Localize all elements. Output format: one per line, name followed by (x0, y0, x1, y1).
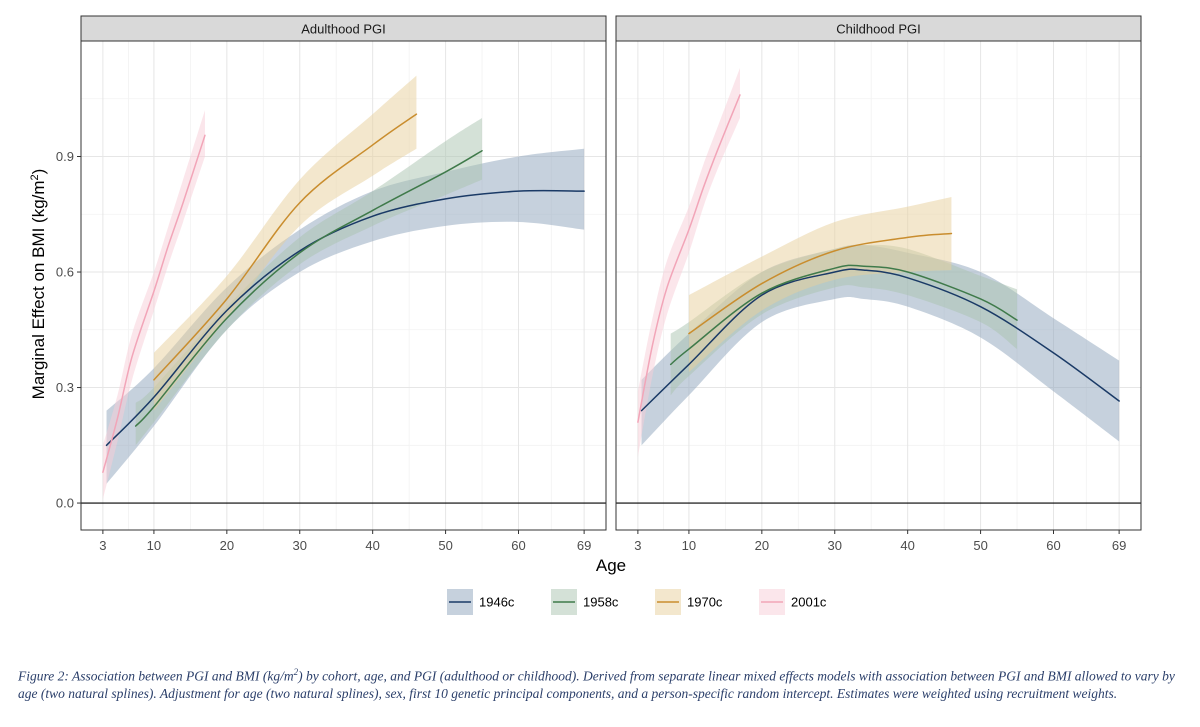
y-tick-label: 0.0 (56, 496, 74, 511)
x-tick-label: 3 (634, 538, 641, 553)
legend-label: 1946c (479, 595, 515, 610)
series-line-1970c (153, 113, 418, 381)
x-tick-label: 60 (511, 538, 525, 553)
series-line-2001c (102, 134, 206, 473)
x-tick-label: 60 (1046, 538, 1060, 553)
series-line-1958c (134, 149, 483, 427)
y-axis-title-group: Marginal Effect on BMI (kg/m2) (29, 169, 48, 400)
panel-border (615, 40, 1142, 531)
legend-label: 1958c (583, 595, 619, 610)
x-tick-label: 69 (1112, 538, 1126, 553)
figure: Adulthood PGI 3 10 20 30 40 50 60 69 0.0 0.3 0.6 0.9… (29, 15, 1142, 615)
series-line-1946c (640, 268, 1120, 412)
legend: 1946c 1958c 1970c 2001c (447, 589, 827, 615)
x-tick-label: 30 (828, 538, 842, 553)
caption-text-b: ) by cohort, age, and PGI (adulthood or … (18, 668, 1175, 701)
x-tick-label: 69 (577, 538, 591, 553)
ribbon-2001c (102, 110, 205, 500)
x-tick-label: 40 (365, 538, 379, 553)
x-tick-label: 30 (293, 538, 307, 553)
x-tick-label: 10 (147, 538, 161, 553)
ribbon-2001c (637, 67, 740, 457)
x-tick-label: 50 (973, 538, 987, 553)
legend-label: 1970c (687, 595, 723, 610)
panel-title: Childhood PGI (836, 22, 921, 37)
x-axis-title-group: Age (596, 556, 626, 575)
panel-title: Adulthood PGI (301, 22, 386, 37)
y-tick-label: 0.3 (56, 380, 74, 395)
x-tick-label: 20 (755, 538, 769, 553)
y-tick-label: 0.9 (56, 149, 74, 164)
x-tick-label: 50 (438, 538, 452, 553)
panel-2: Childhood PGI 3 10 20 30 40 50 60 69 (615, 15, 1142, 553)
chart-panels: Adulthood PGI 3 10 20 30 40 50 60 69 0.0 0.3 0.6 0.9… (56, 15, 1142, 553)
x-axis-title: Age (596, 556, 626, 575)
panel-border (80, 40, 607, 531)
caption-superscript: 2 (293, 667, 299, 677)
legend-label: 2001c (791, 595, 827, 610)
series-line-1970c (688, 232, 953, 335)
ribbon-1958c (135, 118, 483, 446)
caption-text-a: Association between PGI and BMI (kg/m (68, 668, 294, 684)
caption-label: Figure 2: (18, 668, 69, 684)
series-line-2001c (637, 94, 741, 423)
panel-strip (615, 15, 1142, 42)
x-tick-label: 40 (900, 538, 914, 553)
series-line-1958c (669, 264, 1018, 366)
x-tick-label: 10 (682, 538, 696, 553)
x-tick-label: 3 (99, 538, 106, 553)
panel-1: Adulthood PGI 3 10 20 30 40 50 60 69 0.0 0.3 0.6 0.9 (56, 15, 607, 553)
y-axis-title: Marginal Effect on BMI (kg/m2) (29, 169, 48, 400)
y-tick-label: 0.6 (56, 265, 74, 280)
x-tick-label: 20 (220, 538, 234, 553)
figure-caption: Figure 2: Association between PGI and BM… (18, 664, 1184, 702)
panel-strip (80, 15, 607, 42)
